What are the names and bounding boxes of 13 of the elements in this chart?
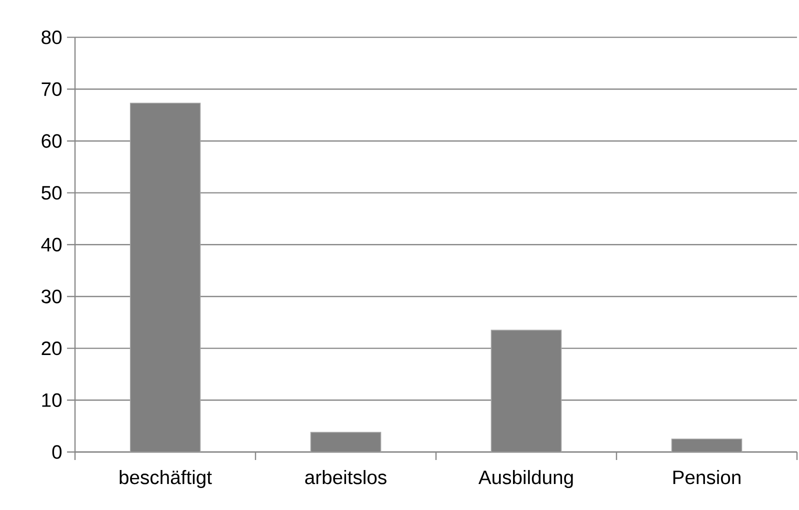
x-tick-label: beschäftigt [120, 470, 212, 488]
x-tick-label: Pension [673, 470, 740, 484]
y-tick-label: 30 [42, 290, 62, 304]
y-tick-label: 0 [52, 445, 62, 459]
x-tick-label: Ausbildung [478, 470, 573, 488]
y-tick-label: 50 [42, 186, 62, 200]
y-tick-label: 40 [41, 238, 62, 252]
y-tick-label: 70 [42, 82, 62, 96]
y-tick-label: 20 [42, 341, 62, 356]
y-tick-label: 80 [42, 30, 62, 44]
x-tick-label: arbeitslos [305, 470, 386, 484]
y-tick-label: 60 [42, 134, 62, 148]
y-tick-label: 10 [42, 393, 62, 407]
